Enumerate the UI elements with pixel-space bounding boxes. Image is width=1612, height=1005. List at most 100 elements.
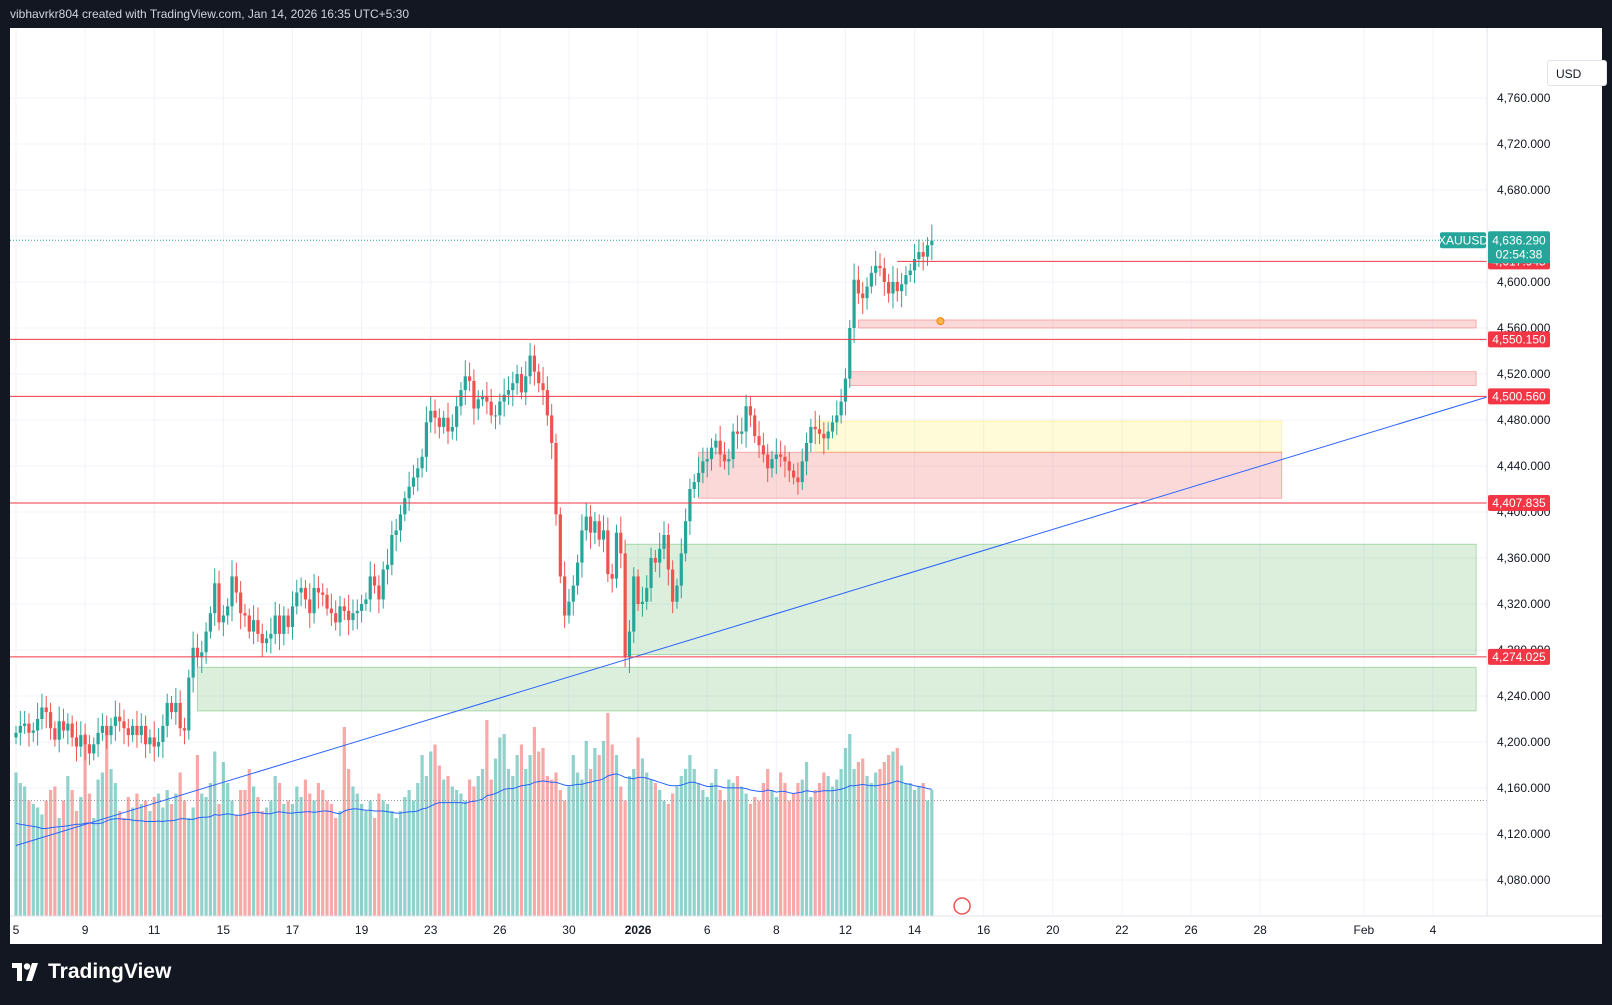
level-price-label: 4,550.150 — [1492, 332, 1546, 346]
tradingview-logo[interactable]: TradingView — [12, 960, 171, 984]
candle-body — [66, 723, 70, 731]
candle-body — [887, 282, 891, 294]
volume-bar — [368, 800, 372, 916]
candle-body — [424, 422, 428, 457]
candle-body — [152, 737, 156, 747]
volume-bar — [852, 769, 856, 916]
volume-bar — [701, 790, 705, 916]
candle-body — [524, 376, 528, 393]
candle-body — [800, 461, 804, 483]
candle-body — [156, 742, 161, 747]
y-tick-label: 4,760.000 — [1497, 91, 1551, 105]
candle-body — [649, 558, 653, 588]
symbol-badge — [1440, 232, 1486, 249]
candle-body — [230, 576, 234, 607]
level-price-tag — [1488, 331, 1550, 348]
volume-bar — [696, 783, 701, 916]
us-flag-event-icon — [953, 897, 971, 915]
price-chart-svg[interactable]: 4,080.000 4,120.000 4,160.000 4,200.000 4,24… — [10, 28, 1602, 944]
volume-bar — [40, 814, 44, 916]
volume-bar — [502, 734, 506, 916]
volume-bar — [79, 797, 83, 916]
volume-bar — [900, 765, 904, 916]
candle-body — [303, 587, 308, 600]
candle-body — [882, 268, 886, 282]
candle-body — [252, 620, 256, 632]
last-price-label: 4,636.290 — [1492, 233, 1546, 247]
volume-bar — [295, 786, 299, 916]
candle-body — [528, 355, 532, 377]
candle-body — [783, 456, 787, 462]
candle-body — [455, 406, 459, 427]
volume-bar — [174, 793, 178, 916]
volume-bar — [321, 790, 325, 916]
candle-body — [804, 443, 809, 462]
volume-bar — [515, 755, 519, 916]
candle-body — [174, 702, 178, 713]
volume-bar — [377, 793, 381, 916]
volume-bar — [66, 776, 70, 916]
candle-body — [407, 486, 411, 499]
volume-bar — [325, 800, 329, 916]
candle-body — [308, 599, 312, 614]
candle-body — [139, 725, 143, 736]
volume-bar — [779, 772, 783, 916]
volume-bar — [360, 804, 364, 916]
candle-body — [576, 562, 580, 586]
volume-bar — [131, 807, 135, 916]
candle-body — [463, 376, 467, 391]
candle-body — [532, 355, 536, 372]
volume-bar — [588, 769, 593, 916]
volume-bar — [221, 762, 225, 916]
candle-body — [839, 401, 843, 416]
candle-body — [679, 553, 683, 586]
candle-body — [109, 725, 113, 736]
volume-bar — [606, 713, 610, 916]
volume-bar — [290, 804, 295, 916]
volume-bar — [619, 786, 623, 916]
volume-bar — [247, 769, 251, 916]
volume-bar — [14, 772, 18, 916]
volume-bar — [57, 818, 61, 916]
candle-body — [420, 456, 424, 469]
candle-body — [217, 583, 221, 623]
candle-body — [895, 282, 899, 292]
candle-body — [843, 378, 848, 402]
volume-bar — [463, 800, 467, 916]
currency-selector[interactable]: USD — [1547, 60, 1607, 86]
candle-body — [87, 744, 92, 754]
y-tick-label: 4,520.000 — [1497, 367, 1551, 381]
volume-bar — [83, 734, 87, 916]
volume-bar — [139, 804, 143, 916]
candle-body — [187, 677, 191, 731]
volume-bar — [839, 769, 843, 916]
candle-body — [822, 433, 826, 439]
volume-bar — [887, 755, 891, 916]
volume-bar — [416, 783, 420, 916]
candle-body — [740, 431, 744, 434]
volume-bar — [576, 772, 580, 916]
volume-bar — [437, 765, 441, 916]
volume-bar — [826, 776, 830, 916]
volume-bar — [303, 779, 308, 916]
volume-bar — [394, 818, 398, 916]
volume-bar — [299, 797, 303, 916]
chart-area[interactable]: 4,080.000 4,120.000 4,160.000 4,200.000 4,24… — [10, 28, 1607, 944]
candle-body — [813, 426, 817, 430]
candle-body — [515, 374, 519, 384]
candle-body — [718, 440, 722, 455]
candle-body — [144, 725, 148, 745]
candle-body — [666, 535, 670, 570]
volume-bar — [718, 790, 722, 916]
volume-bar — [623, 800, 627, 916]
candle-body — [239, 592, 243, 614]
candle-body — [623, 553, 627, 657]
volume-bar — [571, 755, 575, 916]
candle-body — [398, 514, 403, 531]
volume-bar — [144, 800, 148, 916]
y-tick-label: 4,680.000 — [1497, 183, 1551, 197]
volume-bar — [506, 769, 511, 916]
volume-bar — [882, 762, 886, 916]
volume-bar — [308, 793, 312, 916]
volume-bar — [485, 720, 489, 916]
